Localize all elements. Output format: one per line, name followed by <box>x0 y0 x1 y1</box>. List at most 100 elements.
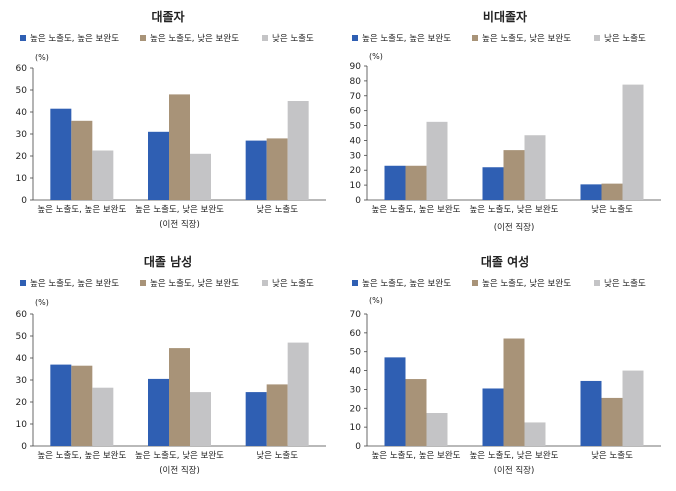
legend-swatch <box>262 35 268 41</box>
y-tick-label: 10 <box>350 423 362 433</box>
legend-label: 높은 노출도, 높은 보완도 <box>362 33 451 44</box>
y-tick-label: 70 <box>350 310 362 320</box>
legend-label: 높은 노출도, 낮은 보완도 <box>150 278 239 289</box>
y-tick-label: 30 <box>350 151 362 161</box>
x-tick-label: 높은 노출도, 낮은 보완도 <box>135 204 224 215</box>
y-tick-label: 50 <box>16 86 28 96</box>
bar <box>148 378 169 446</box>
bar <box>482 167 504 200</box>
bar <box>580 380 602 446</box>
legend-label: 높은 노출도, 낮은 보완도 <box>482 278 571 289</box>
x-tick-label: 높은 노출도, 높은 보완도 <box>371 204 460 215</box>
legend-label: 낮은 노출도 <box>272 278 314 289</box>
x-axis-label: (이전 직장) <box>494 222 535 233</box>
bar <box>148 131 169 200</box>
bar <box>50 364 72 446</box>
legend-swatch <box>472 280 478 286</box>
x-tick-label: 높은 노출도, 낮은 보완도 <box>469 450 558 461</box>
legend-label: 높은 노출도, 높은 보완도 <box>30 278 119 289</box>
bar <box>266 384 288 446</box>
legend-label: 낮은 노출도 <box>604 278 646 289</box>
bar <box>169 94 190 200</box>
y-tick-label: 10 <box>16 174 28 184</box>
legend-swatch <box>20 35 26 41</box>
y-tick-label: 30 <box>16 130 28 140</box>
y-tick-label: 70 <box>350 92 362 102</box>
bar <box>601 183 623 200</box>
bar <box>503 150 525 200</box>
bar <box>503 338 525 446</box>
bar <box>266 138 288 200</box>
bar <box>71 120 93 200</box>
y-tick-label: 20 <box>16 398 28 408</box>
legend-swatch <box>20 280 26 286</box>
bar <box>287 101 309 200</box>
bar <box>92 150 114 200</box>
y-tick-label: 10 <box>350 181 362 191</box>
bar <box>524 135 546 200</box>
chart-title: 대졸 여성 <box>481 254 529 269</box>
x-axis-label: (이전 직장) <box>159 465 200 476</box>
y-tick-label: 90 <box>350 62 362 72</box>
y-tick-label: 40 <box>16 108 28 118</box>
bar <box>92 387 114 446</box>
bar <box>190 392 211 446</box>
y-tick-label: 20 <box>16 152 28 162</box>
x-tick-label: 높은 노출도, 낮은 보완도 <box>135 450 224 461</box>
y-tick-label: 50 <box>350 348 362 358</box>
legend-swatch <box>472 35 478 41</box>
y-unit-label: (%) <box>35 53 49 62</box>
bar <box>426 413 448 446</box>
bar <box>287 342 309 446</box>
bar <box>405 165 427 200</box>
x-tick-label: 낮은 노출도 <box>256 450 298 461</box>
y-tick-label: 60 <box>16 310 28 320</box>
y-tick-label: 0 <box>355 442 361 452</box>
y-tick-label: 80 <box>350 77 362 87</box>
legend-swatch <box>594 35 600 41</box>
legend-label: 높은 노출도, 높은 보완도 <box>362 278 451 289</box>
y-tick-label: 60 <box>350 329 362 339</box>
legend-swatch <box>352 280 358 286</box>
legend-swatch <box>140 280 146 286</box>
y-unit-label: (%) <box>35 298 49 307</box>
bar <box>50 108 72 200</box>
bar <box>482 388 504 446</box>
x-tick-label: 높은 노출도, 높은 보완도 <box>371 450 460 461</box>
y-tick-label: 20 <box>350 404 362 414</box>
bar <box>169 348 190 446</box>
y-tick-label: 0 <box>21 196 27 206</box>
x-axis-label: (이전 직장) <box>494 465 535 476</box>
x-tick-label: 낮은 노출도 <box>591 450 633 461</box>
y-tick-label: 40 <box>16 354 28 364</box>
y-tick-label: 30 <box>350 385 362 395</box>
x-tick-label: 높은 노출도, 높은 보완도 <box>37 450 126 461</box>
chart-title: 대졸자 <box>151 9 184 24</box>
legend-swatch <box>352 35 358 41</box>
bar <box>405 379 427 446</box>
y-tick-label: 50 <box>16 332 28 342</box>
y-tick-label: 40 <box>350 136 362 146</box>
bar <box>245 392 267 446</box>
y-tick-label: 0 <box>21 442 27 452</box>
legend-label: 높은 노출도, 높은 보완도 <box>30 33 119 44</box>
bar <box>245 140 267 200</box>
x-tick-label: 낮은 노출도 <box>591 204 633 215</box>
x-tick-label: 낮은 노출도 <box>256 204 298 215</box>
y-tick-label: 40 <box>350 367 362 377</box>
bar <box>622 370 644 446</box>
y-tick-label: 50 <box>350 122 362 132</box>
legend-swatch <box>140 35 146 41</box>
bar <box>384 357 406 446</box>
legend-swatch <box>262 280 268 286</box>
y-unit-label: (%) <box>369 52 383 61</box>
bar <box>426 121 448 200</box>
bar <box>190 153 211 200</box>
x-axis-label: (이전 직장) <box>159 219 200 230</box>
y-tick-label: 10 <box>16 420 28 430</box>
bar <box>580 184 602 200</box>
x-tick-label: 높은 노출도, 높은 보완도 <box>37 204 126 215</box>
bar <box>601 397 623 446</box>
y-tick-label: 60 <box>16 64 28 74</box>
